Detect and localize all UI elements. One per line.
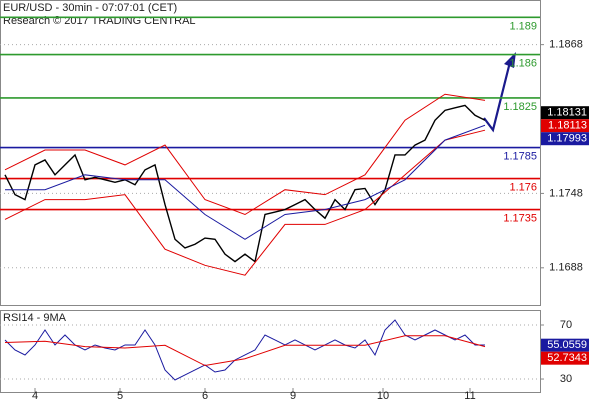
level-label: 1.189 (509, 20, 537, 32)
price-tag (541, 119, 589, 133)
level-label: 1.186 (509, 57, 537, 69)
y-tick-label: 1.1748 (549, 187, 583, 199)
level-label: 1.1785 (503, 150, 537, 162)
series-line (5, 124, 486, 240)
price-tag-label: 52.7343 (547, 352, 587, 364)
price-tag (541, 106, 589, 120)
x-tick-label: 6 (202, 390, 208, 400)
series-line (4, 93, 486, 216)
x-tick-label: 10 (377, 390, 389, 400)
price-tag (541, 132, 589, 146)
price-panel (0, 0, 541, 306)
price-tag-label: 1.18113 (548, 120, 587, 132)
x-tick-label: 5 (117, 390, 123, 400)
x-tick-label: 11 (464, 390, 475, 400)
x-tick-label: 9 (290, 390, 296, 400)
series-line (4, 335, 486, 367)
price-tag-label: 55.0559 (547, 339, 587, 351)
y-tick-label: 70 (560, 319, 572, 331)
rsi-title: RSI14 - 9MA (3, 312, 67, 324)
x-tick-label: 4 (32, 390, 38, 400)
level-label: 1.1825 (503, 101, 537, 113)
level-label: 1.176 (509, 181, 537, 193)
series-line (4, 129, 486, 276)
y-tick-label: 1.1868 (549, 39, 583, 51)
price-tag (541, 338, 589, 352)
y-tick-label: 30 (560, 373, 572, 385)
forecast-arrow (483, 61, 512, 133)
chart-title: EUR/USD - 30min - 07:07:01 (CET) (3, 2, 177, 14)
series-line (4, 319, 485, 381)
price-tag-label: 1.18131 (547, 107, 587, 119)
price-tag (541, 351, 589, 365)
level-label: 1.1735 (503, 212, 537, 224)
rsi-panel (0, 310, 541, 393)
y-tick-label: 1.1688 (549, 262, 583, 274)
forecast-arrowhead (504, 52, 516, 68)
series-line (4, 104, 486, 263)
price-tag-label: 1.17993 (547, 133, 587, 145)
